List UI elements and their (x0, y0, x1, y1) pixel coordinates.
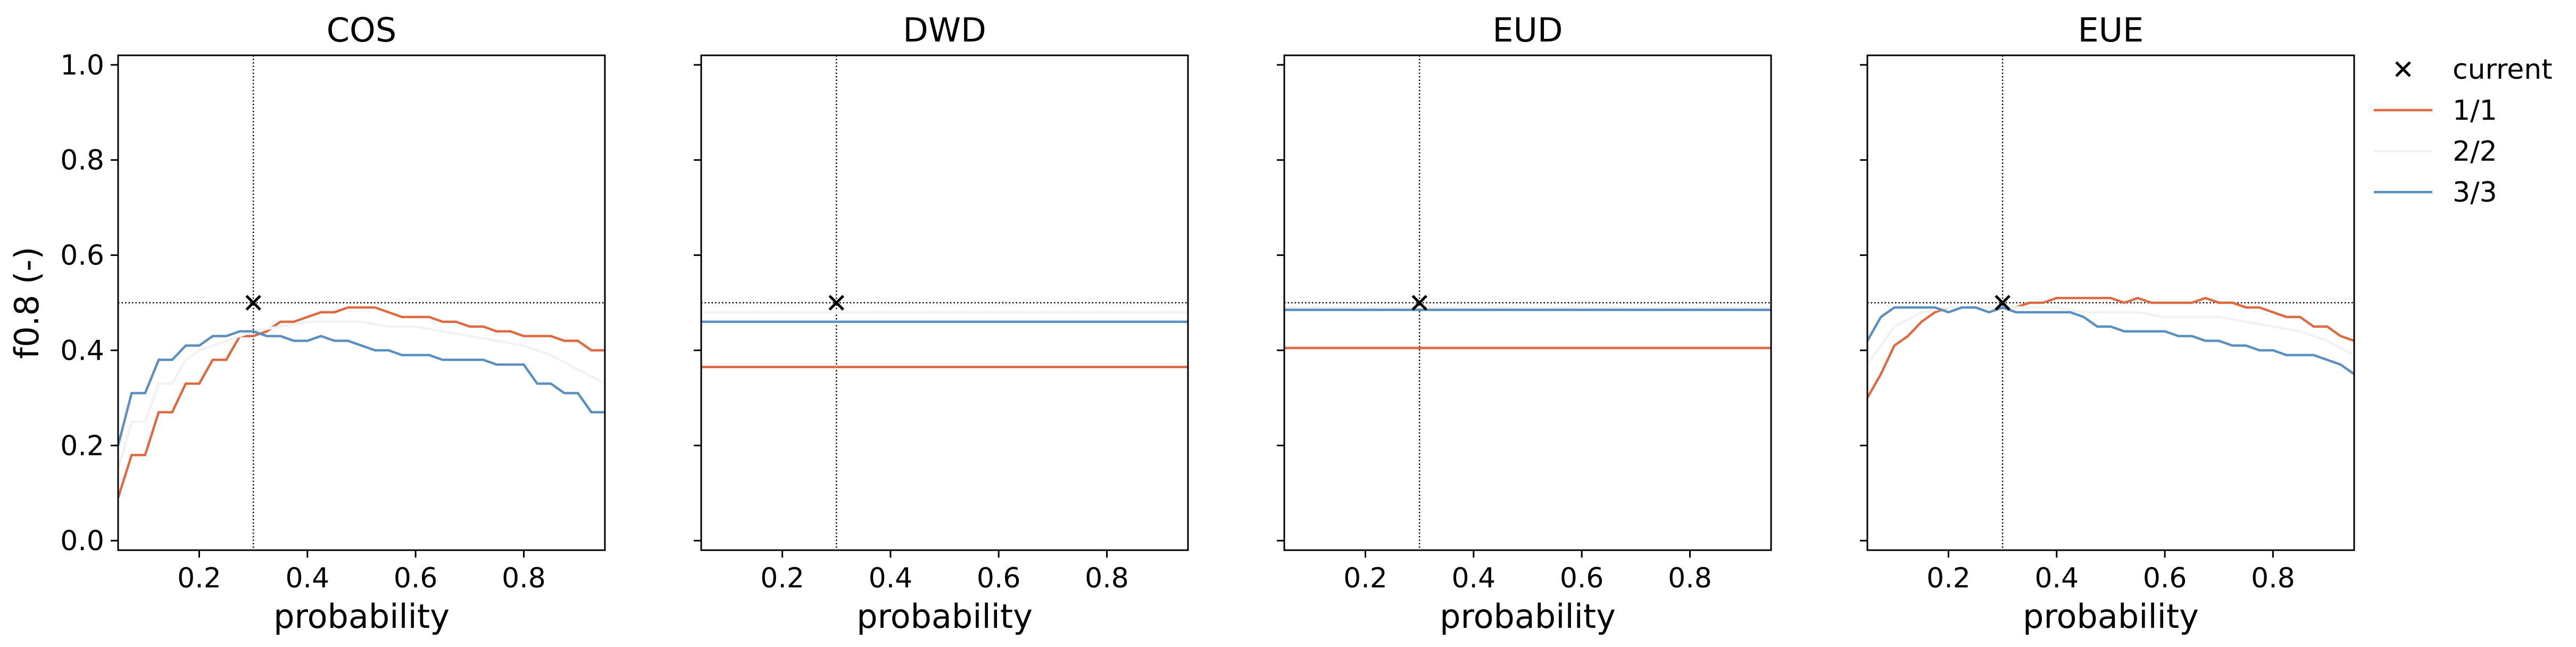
y-tick-label: 0.8 (60, 145, 104, 177)
legend-label: 2/2 (2453, 136, 2497, 168)
current-marker (1411, 295, 1427, 311)
y-tick-label: 0.6 (60, 240, 104, 272)
x-tick-label: 0.6 (977, 562, 1021, 594)
series-group (701, 311, 1188, 368)
y-tick-label: 0.0 (60, 525, 104, 557)
series-group (1867, 296, 2354, 399)
panel-title: DWD (903, 11, 986, 49)
series-line-3-3 (1867, 306, 2354, 375)
x-tick-label: 0.2 (1343, 562, 1387, 594)
y-tick-label: 0.2 (60, 430, 104, 462)
panels-layer: COS 0.2 0.4 0.6 0.8 0.0 0.2 0.4 0.6 0.8 1.0 probabi… (7, 11, 2355, 636)
panel-title: COS (327, 11, 396, 49)
x-axis-label: probability (1440, 597, 1616, 636)
panel-dwd: DWD 0.2 0.4 0.6 0.8 probability (694, 11, 1189, 636)
panel-title: EUE (2078, 11, 2144, 49)
panel-eud: EUD 0.2 0.4 0.6 0.8 probability (1277, 11, 1772, 636)
current-marker (245, 295, 261, 311)
legend-marker-stroke-b (2395, 61, 2411, 77)
x-tick-label: 0.2 (760, 562, 804, 594)
x-tick-label: 0.2 (177, 562, 221, 594)
series-line-2-2 (118, 320, 605, 470)
panel-title: EUD (1492, 11, 1563, 49)
x-tick-label: 0.4 (1451, 562, 1495, 594)
current-marker-stroke-b (245, 295, 261, 311)
x-axis-label: probability (857, 597, 1033, 636)
y-tick-label: 0.4 (60, 335, 104, 367)
x-axis-label: probability (273, 597, 450, 636)
current-marker (1995, 295, 2010, 311)
y-tick-label: 1.0 (60, 49, 104, 81)
x-tick-label: 0.6 (394, 562, 438, 594)
axes-frame (1866, 54, 2355, 551)
series-group (118, 306, 605, 499)
series-line-2-2 (1867, 306, 2354, 366)
panel-eue: EUE 0.2 0.4 0.6 0.8 probability (1860, 11, 2355, 636)
legend-label: 3/3 (2453, 177, 2497, 209)
series-group (1284, 306, 1771, 350)
legend-item-1-1: 1/1 (2374, 95, 2497, 127)
axes-frame (1283, 54, 1772, 551)
x-tick-label: 0.8 (1085, 562, 1129, 594)
panel-cos: COS 0.2 0.4 0.6 0.8 0.0 0.2 0.4 0.6 0.8 1.0 probabi… (7, 11, 606, 636)
legend-label: current (2453, 54, 2553, 86)
x-tick-label: 0.2 (1926, 562, 1971, 594)
current-marker-stroke-b (1411, 295, 1427, 311)
current-marker (828, 295, 844, 311)
x-tick-label: 0.8 (2251, 562, 2295, 594)
x-tick-label: 0.8 (502, 562, 546, 594)
current-marker-stroke-b (828, 295, 844, 311)
axes-frame (700, 54, 1189, 551)
legend-item-2-2: 2/2 (2374, 136, 2497, 168)
x-tick-label: 0.6 (1560, 562, 1604, 594)
current-marker-stroke-b (1995, 295, 2010, 311)
legend-item-3-3: 3/3 (2374, 177, 2497, 209)
x-tick-label: 0.6 (2143, 562, 2187, 594)
x-tick-label: 0.4 (868, 562, 912, 594)
legend-label: 1/1 (2453, 95, 2497, 127)
series-line-1-1 (118, 306, 605, 499)
x-tick-label: 0.4 (2034, 562, 2079, 594)
axes-frame (117, 54, 606, 551)
legend-item-current: current (2395, 54, 2553, 86)
x-axis-label: probability (2023, 597, 2199, 636)
legend: current 1/1 2/2 3/3 (2374, 54, 2553, 209)
x-tick-label: 0.4 (285, 562, 329, 594)
series-line-3-3 (118, 330, 605, 446)
x-tick-label: 0.8 (1668, 562, 1712, 594)
y-axis-label: f0.8 (-) (7, 247, 46, 359)
